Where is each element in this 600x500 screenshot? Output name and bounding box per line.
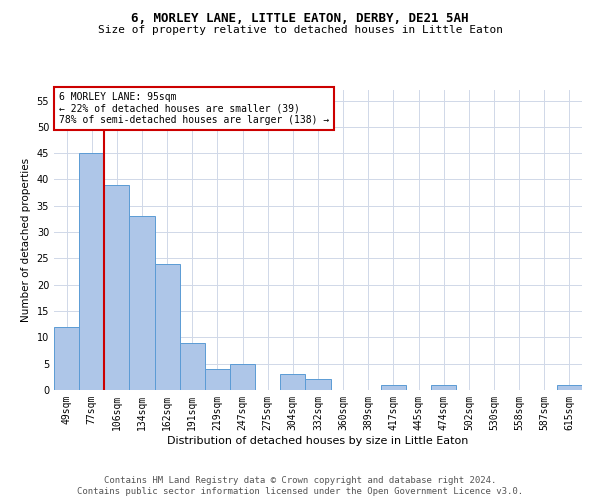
Bar: [280, 374, 305, 390]
Text: 6 MORLEY LANE: 95sqm
← 22% of detached houses are smaller (39)
78% of semi-detac: 6 MORLEY LANE: 95sqm ← 22% of detached h…: [59, 92, 329, 124]
Bar: [79, 153, 104, 390]
Bar: [54, 327, 79, 390]
Text: Size of property relative to detached houses in Little Eaton: Size of property relative to detached ho…: [97, 25, 503, 35]
Bar: [381, 384, 406, 390]
Bar: [130, 216, 155, 390]
X-axis label: Distribution of detached houses by size in Little Eaton: Distribution of detached houses by size …: [167, 436, 469, 446]
Bar: [557, 384, 582, 390]
Text: 6, MORLEY LANE, LITTLE EATON, DERBY, DE21 5AH: 6, MORLEY LANE, LITTLE EATON, DERBY, DE2…: [131, 12, 469, 26]
Text: Contains HM Land Registry data © Crown copyright and database right 2024.: Contains HM Land Registry data © Crown c…: [104, 476, 496, 485]
Bar: [431, 384, 456, 390]
Text: Contains public sector information licensed under the Open Government Licence v3: Contains public sector information licen…: [77, 487, 523, 496]
Bar: [155, 264, 180, 390]
Bar: [104, 184, 130, 390]
Bar: [180, 342, 205, 390]
Bar: [305, 380, 331, 390]
Bar: [205, 369, 230, 390]
Bar: [230, 364, 255, 390]
Y-axis label: Number of detached properties: Number of detached properties: [21, 158, 31, 322]
